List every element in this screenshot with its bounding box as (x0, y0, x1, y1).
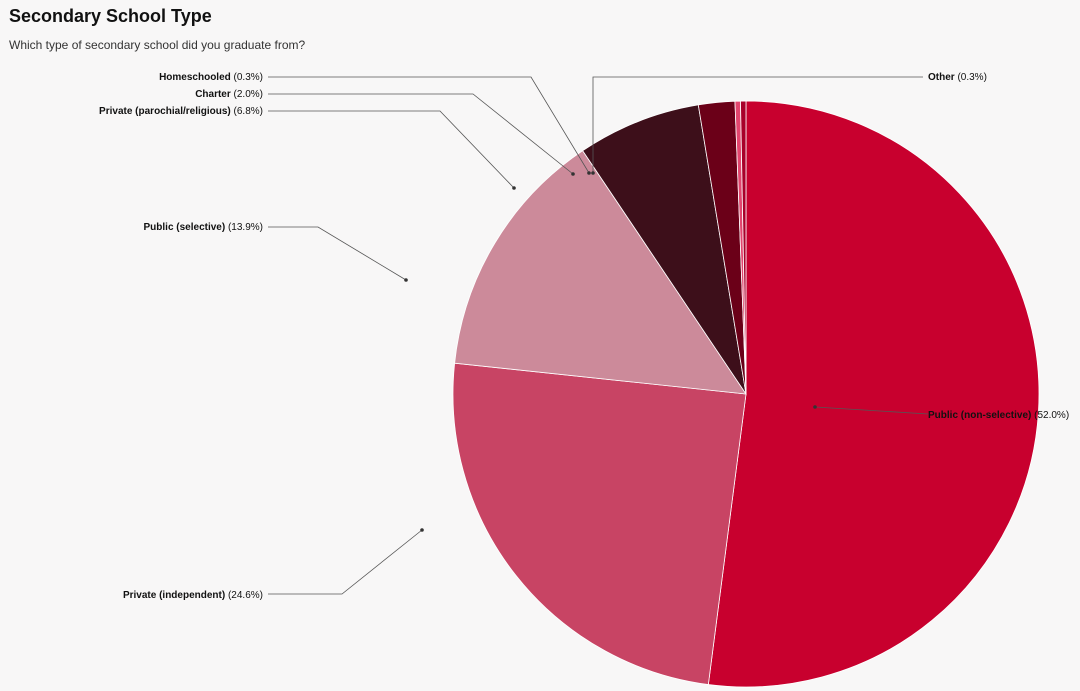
pie-slice-private-independent[interactable] (452, 362, 747, 686)
slice-label-homeschooled: Homeschooled (0.3%) (159, 72, 263, 83)
pie-slices (452, 100, 1040, 688)
leader-line-charter (268, 93, 574, 175)
leader-line-private-independent (268, 529, 423, 595)
pie-slice-private-parochial-religious[interactable] (582, 104, 747, 395)
leader-lines (268, 76, 929, 595)
leader-dot-homeschooled (587, 171, 591, 175)
leader-dot-other (591, 171, 595, 175)
chart-subtitle: Which type of secondary school did you g… (9, 38, 306, 52)
slice-label-charter: Charter (2.0%) (195, 89, 263, 100)
leader-line-homeschooled (268, 76, 590, 174)
leader-line-other (592, 76, 923, 173)
chart-title: Secondary School Type (9, 6, 212, 26)
leader-dot-private-parochial-religious (512, 186, 516, 190)
leader-line-private-parochial-religious (268, 110, 515, 189)
pie-slice-public-selective[interactable] (454, 150, 747, 395)
slice-label-private-parochial-religious: Private (parochial/religious) (6.8%) (99, 106, 263, 117)
leader-dot-charter (571, 172, 575, 176)
leader-dot-public-selective (404, 278, 408, 282)
leader-dot-private-independent (420, 528, 424, 532)
leader-dot-public-non-selective (813, 405, 817, 409)
slice-label-public-non-selective: Public (non-selective) (52.0%) (928, 410, 1069, 421)
pie-slice-public-non-selective[interactable] (707, 100, 1040, 688)
slice-label-private-independent: Private (independent) (24.6%) (123, 590, 263, 601)
slice-label-public-selective: Public (selective) (13.9%) (144, 222, 264, 233)
leader-line-public-selective (268, 226, 407, 281)
slice-labels: Public (non-selective) (52.0%) Private (i… (99, 72, 1069, 601)
slice-label-other: Other (0.3%) (928, 72, 987, 83)
pie-slice-other[interactable] (740, 100, 747, 395)
leader-line-public-non-selective (814, 406, 929, 415)
